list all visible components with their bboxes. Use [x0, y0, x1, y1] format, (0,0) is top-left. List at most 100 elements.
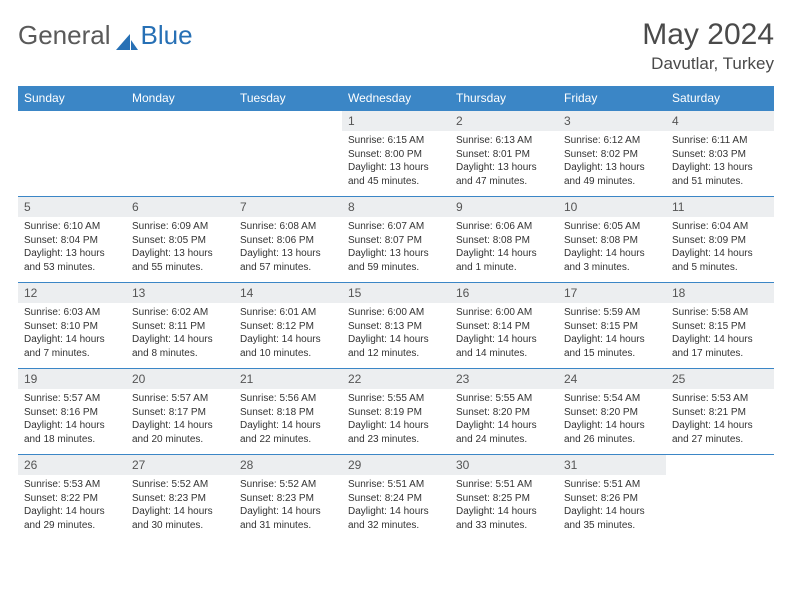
day-number: 9 [450, 197, 558, 217]
day-number: 3 [558, 111, 666, 131]
day-cell: 2Sunrise: 6:13 AMSunset: 8:01 PMDaylight… [450, 111, 558, 197]
day-details: Sunrise: 6:08 AMSunset: 8:06 PMDaylight:… [234, 217, 342, 278]
day-cell: 25Sunrise: 5:53 AMSunset: 8:21 PMDayligh… [666, 369, 774, 455]
calendar-table: SundayMondayTuesdayWednesdayThursdayFrid… [18, 86, 774, 541]
empty-day-cell [666, 455, 774, 541]
day-number: 18 [666, 283, 774, 303]
day-details: Sunrise: 6:02 AMSunset: 8:11 PMDaylight:… [126, 303, 234, 364]
calendar-week: 5Sunrise: 6:10 AMSunset: 8:04 PMDaylight… [18, 197, 774, 283]
day-number: 31 [558, 455, 666, 475]
month-title: May 2024 [642, 18, 774, 52]
day-number: 20 [126, 369, 234, 389]
day-details: Sunrise: 6:15 AMSunset: 8:00 PMDaylight:… [342, 131, 450, 192]
day-number: 23 [450, 369, 558, 389]
brand-part1: General [18, 20, 111, 51]
day-cell: 17Sunrise: 5:59 AMSunset: 8:15 PMDayligh… [558, 283, 666, 369]
day-details: Sunrise: 5:53 AMSunset: 8:21 PMDaylight:… [666, 389, 774, 450]
day-cell: 12Sunrise: 6:03 AMSunset: 8:10 PMDayligh… [18, 283, 126, 369]
day-details: Sunrise: 5:55 AMSunset: 8:20 PMDaylight:… [450, 389, 558, 450]
day-number: 26 [18, 455, 126, 475]
day-number: 21 [234, 369, 342, 389]
day-header: Thursday [450, 86, 558, 111]
day-details: Sunrise: 5:55 AMSunset: 8:19 PMDaylight:… [342, 389, 450, 450]
day-cell: 30Sunrise: 5:51 AMSunset: 8:25 PMDayligh… [450, 455, 558, 541]
day-details: Sunrise: 5:58 AMSunset: 8:15 PMDaylight:… [666, 303, 774, 364]
calendar-week: 1Sunrise: 6:15 AMSunset: 8:00 PMDaylight… [18, 111, 774, 197]
day-number: 11 [666, 197, 774, 217]
day-number: 30 [450, 455, 558, 475]
empty-day-cell [126, 111, 234, 197]
day-header: Tuesday [234, 86, 342, 111]
day-cell: 8Sunrise: 6:07 AMSunset: 8:07 PMDaylight… [342, 197, 450, 283]
day-number: 4 [666, 111, 774, 131]
calendar-week: 26Sunrise: 5:53 AMSunset: 8:22 PMDayligh… [18, 455, 774, 541]
day-number: 28 [234, 455, 342, 475]
day-details: Sunrise: 6:00 AMSunset: 8:14 PMDaylight:… [450, 303, 558, 364]
day-cell: 7Sunrise: 6:08 AMSunset: 8:06 PMDaylight… [234, 197, 342, 283]
day-number: 12 [18, 283, 126, 303]
day-details: Sunrise: 5:52 AMSunset: 8:23 PMDaylight:… [126, 475, 234, 536]
day-cell: 22Sunrise: 5:55 AMSunset: 8:19 PMDayligh… [342, 369, 450, 455]
day-cell: 3Sunrise: 6:12 AMSunset: 8:02 PMDaylight… [558, 111, 666, 197]
day-number: 13 [126, 283, 234, 303]
day-details: Sunrise: 6:03 AMSunset: 8:10 PMDaylight:… [18, 303, 126, 364]
day-details: Sunrise: 5:51 AMSunset: 8:26 PMDaylight:… [558, 475, 666, 536]
day-details: Sunrise: 6:01 AMSunset: 8:12 PMDaylight:… [234, 303, 342, 364]
day-header: Saturday [666, 86, 774, 111]
day-number: 6 [126, 197, 234, 217]
brand-logo: General Blue [18, 18, 193, 51]
sail-icon [116, 26, 138, 42]
day-cell: 20Sunrise: 5:57 AMSunset: 8:17 PMDayligh… [126, 369, 234, 455]
day-number: 8 [342, 197, 450, 217]
day-number: 5 [18, 197, 126, 217]
day-details: Sunrise: 5:52 AMSunset: 8:23 PMDaylight:… [234, 475, 342, 536]
day-number: 16 [450, 283, 558, 303]
day-details: Sunrise: 5:53 AMSunset: 8:22 PMDaylight:… [18, 475, 126, 536]
day-number: 29 [342, 455, 450, 475]
brand-part2: Blue [141, 20, 193, 51]
day-cell: 1Sunrise: 6:15 AMSunset: 8:00 PMDaylight… [342, 111, 450, 197]
day-cell: 16Sunrise: 6:00 AMSunset: 8:14 PMDayligh… [450, 283, 558, 369]
day-cell: 6Sunrise: 6:09 AMSunset: 8:05 PMDaylight… [126, 197, 234, 283]
day-header: Monday [126, 86, 234, 111]
day-number: 1 [342, 111, 450, 131]
calendar-week: 12Sunrise: 6:03 AMSunset: 8:10 PMDayligh… [18, 283, 774, 369]
day-number: 22 [342, 369, 450, 389]
day-number: 27 [126, 455, 234, 475]
day-cell: 27Sunrise: 5:52 AMSunset: 8:23 PMDayligh… [126, 455, 234, 541]
title-block: May 2024 Davutlar, Turkey [642, 18, 774, 74]
day-details: Sunrise: 6:04 AMSunset: 8:09 PMDaylight:… [666, 217, 774, 278]
day-details: Sunrise: 5:51 AMSunset: 8:24 PMDaylight:… [342, 475, 450, 536]
day-number: 7 [234, 197, 342, 217]
day-number: 15 [342, 283, 450, 303]
day-cell: 14Sunrise: 6:01 AMSunset: 8:12 PMDayligh… [234, 283, 342, 369]
day-details: Sunrise: 5:59 AMSunset: 8:15 PMDaylight:… [558, 303, 666, 364]
day-cell: 13Sunrise: 6:02 AMSunset: 8:11 PMDayligh… [126, 283, 234, 369]
empty-day-cell [234, 111, 342, 197]
day-details: Sunrise: 6:09 AMSunset: 8:05 PMDaylight:… [126, 217, 234, 278]
day-cell: 18Sunrise: 5:58 AMSunset: 8:15 PMDayligh… [666, 283, 774, 369]
day-details: Sunrise: 5:54 AMSunset: 8:20 PMDaylight:… [558, 389, 666, 450]
day-header: Sunday [18, 86, 126, 111]
day-details: Sunrise: 6:11 AMSunset: 8:03 PMDaylight:… [666, 131, 774, 192]
day-details: Sunrise: 6:05 AMSunset: 8:08 PMDaylight:… [558, 217, 666, 278]
day-header: Friday [558, 86, 666, 111]
day-details: Sunrise: 6:10 AMSunset: 8:04 PMDaylight:… [18, 217, 126, 278]
day-cell: 29Sunrise: 5:51 AMSunset: 8:24 PMDayligh… [342, 455, 450, 541]
day-details: Sunrise: 6:12 AMSunset: 8:02 PMDaylight:… [558, 131, 666, 192]
day-cell: 21Sunrise: 5:56 AMSunset: 8:18 PMDayligh… [234, 369, 342, 455]
day-header: Wednesday [342, 86, 450, 111]
day-details: Sunrise: 5:51 AMSunset: 8:25 PMDaylight:… [450, 475, 558, 536]
day-details: Sunrise: 6:06 AMSunset: 8:08 PMDaylight:… [450, 217, 558, 278]
location-label: Davutlar, Turkey [642, 54, 774, 74]
day-number: 14 [234, 283, 342, 303]
day-cell: 15Sunrise: 6:00 AMSunset: 8:13 PMDayligh… [342, 283, 450, 369]
day-details: Sunrise: 5:57 AMSunset: 8:16 PMDaylight:… [18, 389, 126, 450]
day-cell: 24Sunrise: 5:54 AMSunset: 8:20 PMDayligh… [558, 369, 666, 455]
calendar-week: 19Sunrise: 5:57 AMSunset: 8:16 PMDayligh… [18, 369, 774, 455]
day-cell: 31Sunrise: 5:51 AMSunset: 8:26 PMDayligh… [558, 455, 666, 541]
day-cell: 28Sunrise: 5:52 AMSunset: 8:23 PMDayligh… [234, 455, 342, 541]
day-details: Sunrise: 5:56 AMSunset: 8:18 PMDaylight:… [234, 389, 342, 450]
day-details: Sunrise: 6:13 AMSunset: 8:01 PMDaylight:… [450, 131, 558, 192]
day-cell: 19Sunrise: 5:57 AMSunset: 8:16 PMDayligh… [18, 369, 126, 455]
